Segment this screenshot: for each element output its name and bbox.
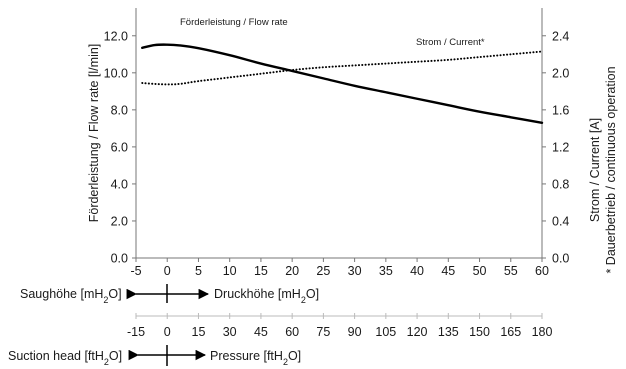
x-tick-label: 60: [535, 264, 549, 278]
current-curve: [141, 50, 543, 86]
left-y-tick-label: 12.0: [104, 29, 128, 43]
right-y-axis-title: Strom / Current [A]: [588, 118, 602, 222]
right-y-tick-label: 1.2: [552, 140, 569, 154]
pressure-head-mh2o-label: Druckhöhe [mH2O]: [214, 287, 319, 305]
x-tick-label: 25: [316, 264, 330, 278]
fth2o-tick-label: 30: [223, 325, 237, 339]
left-y-tick-label: 6.0: [111, 140, 128, 154]
right-y-tick-label: 0.0: [552, 252, 569, 266]
x-tick-label: 45: [441, 264, 455, 278]
fth2o-tick-label: 15: [192, 325, 206, 339]
fth2o-tick-label: 165: [500, 325, 521, 339]
x-tick-label: 55: [504, 264, 518, 278]
fth2o-tick-label: 105: [375, 325, 396, 339]
right-y-axis-footnote: * Dauerbetrieb / continuous operation: [604, 66, 618, 273]
x-tick-label: -5: [130, 264, 141, 278]
left-y-tick-label: 4.0: [111, 177, 128, 191]
flow-rate-curve: [141, 43, 544, 125]
x-tick-label: 35: [379, 264, 393, 278]
right-y-tick-label: 1.6: [552, 103, 569, 117]
left-y-tick-label: 0.0: [111, 252, 128, 266]
fth2o-tick-label: 90: [348, 325, 362, 339]
fth2o-tick-label: 135: [438, 325, 459, 339]
fth2o-tick-label: 75: [316, 325, 330, 339]
fth2o-tick-label: -15: [127, 325, 145, 339]
x-tick-label: 0: [164, 264, 171, 278]
x-tick-label: 30: [348, 264, 362, 278]
left-y-axis-title: Förderleistung / Flow rate [l/min]: [87, 44, 101, 223]
left-y-tick-label: 10.0: [104, 66, 128, 80]
fth2o-tick-label: 150: [469, 325, 490, 339]
suction-head-mh2o-label: Saughöhe [mH2O]: [20, 287, 122, 305]
x-tick-label: 40: [410, 264, 424, 278]
x-tick-label: 15: [254, 264, 268, 278]
right-y-tick-label: 0.4: [552, 214, 569, 228]
fth2o-tick-label: 0: [164, 325, 171, 339]
fth2o-tick-label: 120: [407, 325, 428, 339]
x-tick-label: 20: [285, 264, 299, 278]
fth2o-tick-label: 60: [285, 325, 299, 339]
suction-head-fth2o-label: Suction head [ftH2O]: [8, 349, 122, 367]
pressure-fth2o-label: Pressure [ftH2O]: [210, 349, 301, 367]
flow-rate-curve-label: Förderleistung / Flow rate: [180, 17, 288, 28]
fth2o-tick-label: 180: [532, 325, 553, 339]
fth2o-tick-label: 45: [254, 325, 268, 339]
left-y-tick-label: 8.0: [111, 103, 128, 117]
x-tick-label: 5: [195, 264, 202, 278]
right-y-tick-label: 0.8: [552, 177, 569, 191]
x-tick-label: 10: [223, 264, 237, 278]
right-y-tick-label: 2.4: [552, 29, 569, 43]
left-y-tick-label: 2.0: [111, 214, 128, 228]
current-curve-label: Strom / Current*: [416, 37, 485, 48]
x-tick-label: 50: [473, 264, 487, 278]
right-y-tick-label: 2.0: [552, 66, 569, 80]
